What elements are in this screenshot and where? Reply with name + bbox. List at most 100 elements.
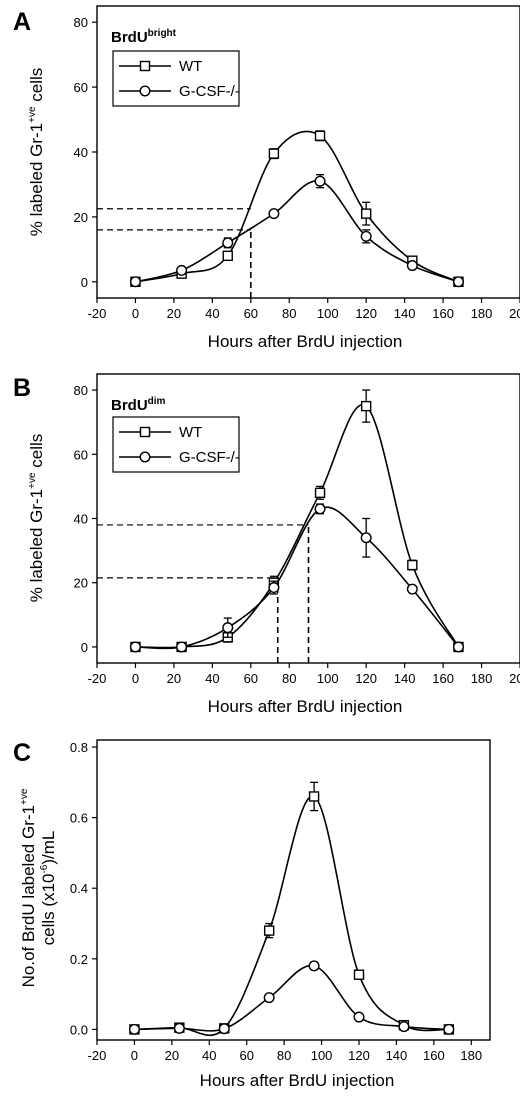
x-tick-label: 60 [239, 1048, 253, 1063]
x-tick-label: 140 [394, 306, 416, 321]
data-point-gcsf [353, 1011, 365, 1023]
x-tick-label: 200 [509, 671, 520, 686]
legend-label: G-CSF-/- [179, 83, 240, 100]
data-point-wt [360, 400, 372, 412]
y-tick-label: 0.0 [70, 1022, 88, 1037]
x-tick-label: 40 [205, 671, 219, 686]
y-tick-label: 60 [74, 447, 88, 462]
x-axis-label: Hours after BrdU injection [208, 332, 403, 351]
x-tick-label: 80 [282, 671, 296, 686]
y-tick-label: 0.8 [70, 740, 88, 755]
x-tick-label: 0 [131, 1048, 138, 1063]
data-point-gcsf [314, 175, 326, 187]
x-tick-label: 80 [282, 306, 296, 321]
panel-label: A [13, 8, 31, 36]
data-point-wt [308, 791, 320, 802]
legend-marker-circle [139, 451, 151, 463]
legend-box [112, 50, 240, 107]
x-tick-label: 160 [423, 1048, 445, 1063]
data-point-gcsf [218, 1023, 230, 1035]
x-tick-label: 120 [348, 1048, 370, 1063]
x-tick-label: 20 [167, 671, 181, 686]
legend: WT G-CSF-/- [112, 50, 240, 107]
chart-panel-a: A -20 0 20 40 60 80 100 120 140 160 180 200 0 20 40 60 80… [13, 5, 520, 351]
x-tick-label: -20 [88, 306, 107, 321]
x-tick-label: 120 [355, 306, 377, 321]
y-axis-label: % labeled Gr-1+ve cells [27, 434, 46, 603]
legend-label: WT [179, 424, 202, 441]
series-line-gcsf [135, 180, 459, 283]
y-tick-label: 0.6 [70, 811, 88, 826]
panel-label: B [13, 374, 31, 402]
x-tick-label: 100 [317, 306, 339, 321]
data-point-gcsf [308, 960, 320, 972]
chart-panel-b: B -20 0 20 40 60 80 100 120 140 160 180 200 0 20 40 60 80… [13, 373, 520, 716]
y-tick-label: 40 [74, 512, 88, 527]
y-tick-label: 80 [74, 383, 88, 398]
data-point-gcsf [360, 532, 372, 544]
x-axis-label: Hours after BrdU injection [200, 1071, 395, 1090]
series-line-wt [134, 795, 449, 1036]
x-tick-label: 120 [355, 671, 377, 686]
data-point-gcsf [222, 622, 234, 634]
data-point-gcsf [406, 583, 418, 595]
panel-label: C [13, 739, 31, 767]
data-point-gcsf [173, 1022, 185, 1034]
x-tick-label: -20 [88, 671, 107, 686]
data-point-wt [407, 559, 418, 571]
x-tick-label: 160 [432, 306, 454, 321]
x-tick-label: 100 [311, 1048, 333, 1063]
legend-marker-square [139, 426, 151, 438]
x-tick-label: -20 [88, 1048, 107, 1063]
x-tick-label: 0 [132, 671, 139, 686]
data-point-wt [353, 969, 365, 980]
series-line-gcsf [135, 506, 460, 650]
x-tick-label: 100 [317, 671, 339, 686]
legend-marker-circle [139, 85, 151, 97]
legend-box [112, 416, 240, 473]
x-tick-label: 60 [244, 306, 258, 321]
data-point-gcsf [268, 208, 280, 220]
x-tick-label: 160 [432, 671, 454, 686]
y-tick-label: 20 [74, 210, 88, 225]
data-point-gcsf [398, 1021, 410, 1033]
chart-panel-c: C -20 0 20 40 60 80 100 120 140 160 180 0.0 0.2 0.4 0.6… [13, 739, 491, 1090]
legend-label: WT [179, 58, 202, 75]
y-tick-label: 60 [74, 80, 88, 95]
legend-label: G-CSF-/- [179, 449, 240, 466]
plot-frame [96, 739, 491, 1041]
y-axis-label-line1: No.of BrdU labeled Gr-1+ve [19, 788, 38, 987]
y-axis-label: % labeled Gr-1+ve cells [27, 68, 46, 237]
y-tick-label: 0.2 [70, 952, 88, 967]
data-point-wt [314, 130, 326, 141]
y-tick-label: 80 [74, 15, 88, 30]
x-tick-label: 20 [167, 306, 181, 321]
series-line-wt [135, 130, 459, 283]
legend-marker-square [139, 60, 151, 72]
data-point-gcsf [176, 641, 188, 653]
data-point-gcsf [406, 260, 418, 272]
x-tick-label: 200 [509, 306, 520, 321]
data-point-wt [268, 148, 280, 159]
data-point-gcsf [452, 276, 464, 288]
x-tick-label: 0 [132, 306, 139, 321]
x-tick-label: 180 [460, 1048, 482, 1063]
data-point-gcsf [176, 264, 188, 276]
x-tick-label: 40 [205, 306, 219, 321]
panel-subtitle: BrdUdim [111, 396, 166, 414]
y-tick-label: 20 [74, 576, 88, 591]
x-axis-label: Hours after BrdU injection [208, 697, 403, 716]
data-point-wt [222, 250, 233, 262]
x-tick-label: 180 [471, 671, 493, 686]
x-tick-label: 20 [165, 1048, 179, 1063]
x-tick-label: 60 [244, 671, 258, 686]
x-tick-label: 80 [277, 1048, 291, 1063]
x-tick-label: 180 [471, 306, 493, 321]
data-point-wt [263, 925, 275, 936]
data-point-gcsf [222, 237, 234, 249]
data-point-wt [314, 487, 326, 499]
data-point-gcsf [443, 1023, 455, 1035]
data-point-gcsf [360, 230, 372, 242]
y-tick-label: 0 [81, 275, 88, 290]
